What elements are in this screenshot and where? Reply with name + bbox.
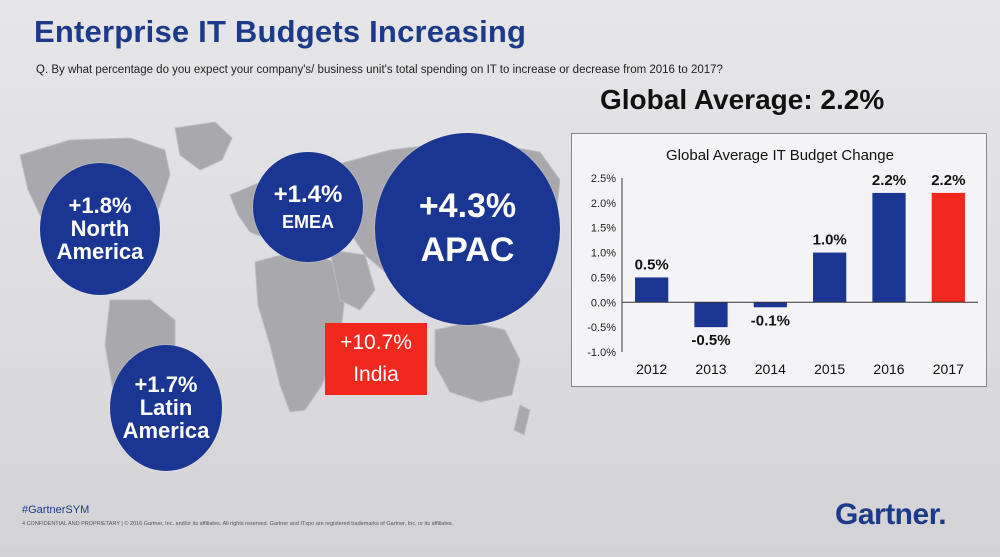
bar-2017 [931,192,965,303]
y-tick-label: 0.0% [591,297,616,309]
data-label-2012: 0.5% [635,256,669,273]
chart-title: Global Average IT Budget Change [666,147,894,164]
y-tick-label: 2.0% [591,198,616,210]
apac-bubble: +4.3% APAC [375,133,560,325]
data-label-2013: -0.5% [691,332,730,349]
india-callout: +10.7% India [325,323,427,395]
latin-america-bubble: +1.7% Latin America [110,345,222,471]
north-america-bubble: +1.8% North America [40,163,160,295]
north-america-value: +1.8% [68,192,132,218]
y-tick-label: 0.5% [591,272,616,284]
x-tick-label: 2015 [814,361,845,377]
x-tick-label: 2016 [873,361,904,377]
budget-change-chart: Global Average IT Budget Change -1.0% -0.5… [571,133,987,387]
apac-label: APAC [420,231,515,270]
hashtag: #GartnerSYM [22,504,90,516]
y-tick-label: -0.5% [587,322,616,334]
y-tick-label: 1.0% [591,248,616,260]
y-tick-label: 2.5% [591,173,616,185]
data-label-2017: 2.2% [931,172,965,189]
india-label: India [353,363,399,386]
bar-2016 [872,192,906,303]
latin-america-label-line1: Latin [139,394,193,420]
bar-2015 [813,252,847,303]
latin-america-value: +1.7% [134,371,198,397]
legal-notice: 4 CONFIDENTIAL AND PROPRIETARY | © 2016 … [22,521,454,527]
data-label-2016: 2.2% [872,172,906,189]
global-average-heading: Global Average: 2.2% [600,84,885,115]
emea-label: EMEA [281,211,334,232]
north-america-label-line2: America [56,239,144,264]
north-america-label-line1: North [70,215,130,241]
x-tick-label: 2012 [636,361,667,377]
chart-canvas: Global Average IT Budget Change -1.0% -0.5… [587,147,978,377]
india-value: +10.7% [340,331,412,354]
survey-question: Q. By what percentage do you expect your… [36,64,723,76]
data-label-2014: -0.1% [751,312,790,329]
data-label-2015: 1.0% [813,232,847,249]
gartner-logo: Gartner. [835,498,947,531]
latin-america-label-line2: America [122,418,210,443]
bar-2014 [753,302,787,308]
x-tick-label: 2014 [755,361,786,377]
bar-2012 [635,277,669,303]
y-tick-label: 1.5% [591,223,616,235]
emea-value: +1.4% [273,180,343,208]
x-tick-label: 2013 [695,361,726,377]
apac-value: +4.3% [418,187,517,226]
x-tick-label: 2017 [933,361,964,377]
y-tick-label: -1.0% [587,347,616,359]
bar-2013 [694,302,728,328]
slide-title: Enterprise IT Budgets Increasing [34,14,527,49]
emea-bubble: +1.4% EMEA [253,152,363,262]
